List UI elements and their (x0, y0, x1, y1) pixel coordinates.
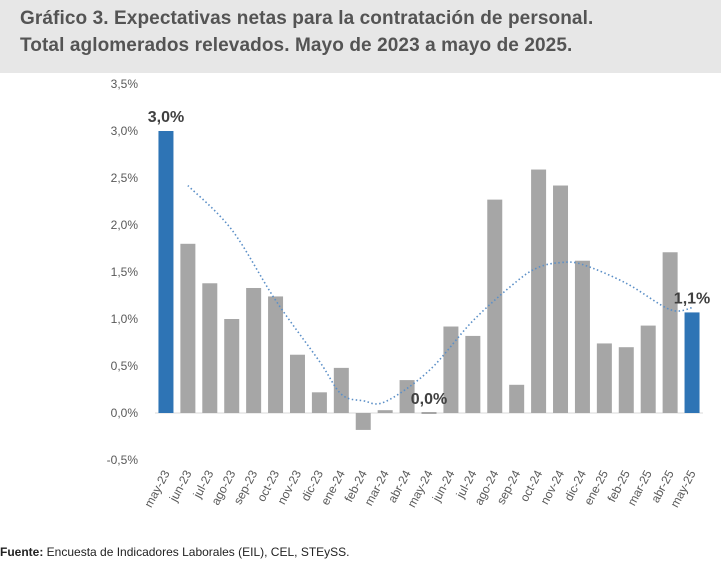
bar-dic-24 (574, 260, 590, 413)
y-tick-label: 0,5% (111, 359, 139, 373)
bar-ene-24 (333, 367, 349, 413)
bar-oct-24 (531, 169, 547, 413)
y-tick-label: 3,5% (111, 77, 139, 91)
x-tick-label: may-23 (141, 468, 172, 510)
bar-ene-25 (596, 343, 612, 413)
source-label: Fuente: (0, 545, 44, 559)
bar-jul-24 (465, 335, 481, 413)
bar-abr-24 (399, 380, 415, 413)
bar-chart: 3,5% 3,0% 2,5% 2,0% 1,5% 1,0% 0,5% 0,0% -0,5% 3,0… (107, 77, 711, 510)
bar-feb-25 (618, 347, 634, 413)
bar-nov-23 (289, 354, 305, 413)
title-band: Gráfico 3. Expectativas netas para la co… (0, 0, 721, 73)
bar-mar-24 (377, 410, 393, 413)
bar-may-25 (684, 312, 700, 413)
y-tick-label: -0,5% (107, 453, 139, 467)
bar-abr-25 (662, 252, 678, 413)
bar-jun-24 (443, 326, 459, 413)
bar-dic-23 (311, 392, 327, 413)
bar-oct-23 (268, 296, 284, 413)
x-tick-label: jun-23 (166, 468, 195, 505)
y-tick-label: 0,0% (111, 406, 139, 420)
bar-ago-23 (224, 319, 240, 413)
bar-ago-24 (487, 199, 503, 413)
bar-jun-23 (180, 243, 196, 413)
bar-may-24 (421, 412, 437, 414)
data-label-may-23: 3,0% (148, 109, 184, 126)
y-tick-label: 2,0% (111, 218, 139, 232)
bar-feb-24 (355, 413, 371, 430)
source-text: Encuesta de Indicadores Laborales (EIL),… (43, 545, 350, 559)
bar-jul-23 (202, 283, 218, 413)
chart-title-line-2: Total aglomerados relevados. Mayo de 202… (20, 35, 573, 56)
y-tick-label: 1,5% (111, 265, 139, 279)
y-tick-label: 1,0% (111, 312, 139, 326)
chart-title-line-1: Gráfico 3. Expectativas netas para la co… (20, 8, 594, 29)
bar-sep-24 (509, 384, 525, 413)
y-tick-label: 3,0% (111, 124, 139, 138)
data-label-may-24: 0,0% (411, 391, 447, 408)
data-label-may-25: 1,1% (674, 290, 710, 307)
source-note: Fuente: Encuesta de Indicadores Laborale… (0, 545, 350, 559)
bar-mar-25 (640, 325, 656, 413)
bar-nov-24 (553, 185, 569, 413)
x-tick-label: jun-24 (429, 468, 458, 505)
y-tick-label: 2,5% (111, 171, 139, 185)
trendline (187, 184, 693, 405)
bar-may-23 (158, 131, 174, 413)
bar-sep-23 (246, 287, 262, 413)
